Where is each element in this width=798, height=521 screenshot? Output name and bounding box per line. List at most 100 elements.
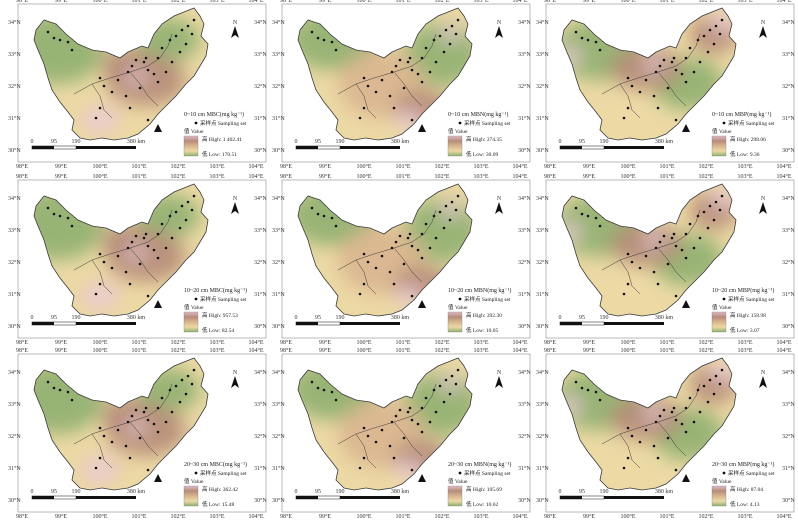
lon-tick-label: 98°E [544,347,556,354]
lon-tick-label: 98°E [544,339,556,346]
sampling-point [658,64,662,68]
sampling-point [626,76,630,80]
sampling-point [134,58,138,62]
sampling-point [688,396,692,400]
lat-tick-label: 34°N [518,19,531,26]
sampling-point [580,212,584,216]
legend-sampling-label: 采样点 Sampling set [464,119,511,127]
sampling-point [652,444,656,448]
legend-sampling-label: 采样点 Sampling set [200,119,247,127]
lon-tick-label: 104°E [248,163,263,170]
north-arrow-icon [759,376,767,388]
lon-tick-label: 102°E [434,173,449,180]
scale-tick-label: 190 [72,139,81,145]
sampling-point [66,216,70,220]
triangle-marker [418,474,426,482]
sampling-point [366,260,370,264]
sampling-point [394,240,398,244]
sampling-point [362,106,366,110]
legend-title: 20~30 cm MBN(mg kg⁻¹) [448,461,511,468]
sampling-point [334,224,338,228]
county-border [337,209,437,271]
sampling-point [594,390,598,394]
sampling-point [94,292,98,296]
sampling-point [388,94,392,98]
lon-tick-label: 98°E [280,339,292,346]
lat-tick-label: 34°N [254,195,267,202]
sampling-point [130,240,134,244]
sampling-point [622,116,626,120]
lon-tick-label: 104°E [512,173,527,180]
lat-tick-label: 34°N [272,19,285,26]
scale-tick-label: 95 [579,315,585,321]
lon-tick-label: 100°E [92,513,107,520]
lon-tick-label: 101°E [659,163,674,170]
sampling-point [174,210,178,214]
lon-tick-label: 98°E [280,347,292,354]
lon-tick-label: 104°E [512,347,527,354]
sampling-point [626,252,630,256]
sampling-point [390,246,394,250]
sampling-point [152,422,156,426]
scale-tick-label: 380 km [127,315,146,321]
sampling-point [574,380,578,384]
sampling-point [322,214,326,218]
sampling-point [380,254,384,258]
north-arrow-icon [231,26,239,38]
lat-tick-label: 34°N [782,369,795,376]
lon-tick-label: 102°E [170,347,185,354]
scale-tick-label: 380 km [127,489,146,495]
lon-tick-label: 98°E [16,173,28,180]
lon-tick-label: 100°E [620,339,635,346]
lon-tick-label: 99°E [55,0,67,4]
sampling-point [164,420,168,424]
legend-title: 10~20 cm MBN(mg kg⁻¹) [448,287,511,294]
sampling-point [594,216,598,220]
sampling-point [670,236,674,240]
sampling-point [168,388,172,392]
north-label: N [233,20,238,26]
sampling-point [124,270,128,274]
sampling-point [674,418,678,422]
sampling-point [330,40,334,44]
lat-tick-label: 31°N [536,291,549,298]
sampling-point [674,118,678,122]
county-border [601,209,701,271]
map-svg: 98°E 98°E 99°E 99°E 100°E 100°E 101°E 101°E 102°… [272,0,531,170]
lat-tick-label: 33°N [254,401,267,408]
sampling-point [374,440,378,444]
sampling-point [142,236,146,240]
sampling-point [184,218,188,222]
sampling-point [434,60,438,64]
legend-value-label: 值 Value [712,303,732,311]
lat-tick-label: 30°N [272,323,285,330]
county-border [601,33,701,95]
sampling-point [652,270,656,274]
sampling-point [362,426,366,430]
legend-sampling-label: 采样点 Sampling set [728,119,775,127]
sampling-point [410,68,414,72]
sampling-point [164,70,168,74]
lon-tick-label: 104°E [512,163,527,170]
lat-tick-label: 33°N [272,227,285,234]
sampling-point [134,408,138,412]
sampling-point [680,422,684,426]
lon-tick-label: 101°E [659,173,674,180]
sampling-point [638,440,642,444]
sampling-point [130,414,134,418]
lon-tick-label: 100°E [620,347,635,354]
sampling-point [424,46,428,50]
sampling-point [146,294,150,298]
lat-tick-label: 32°N [782,259,795,266]
sampling-point [184,42,188,46]
map-frame [281,179,531,339]
sampling-point [192,194,196,198]
scale-tick-label: 190 [72,489,81,495]
sampling-point [712,392,716,396]
lon-tick-label: 99°E [55,347,67,354]
sampling-point [684,80,688,84]
lon-tick-label: 99°E [55,339,67,346]
lon-tick-label: 104°E [776,339,791,346]
lon-tick-label: 102°E [434,0,449,4]
north-label: N [497,196,502,202]
